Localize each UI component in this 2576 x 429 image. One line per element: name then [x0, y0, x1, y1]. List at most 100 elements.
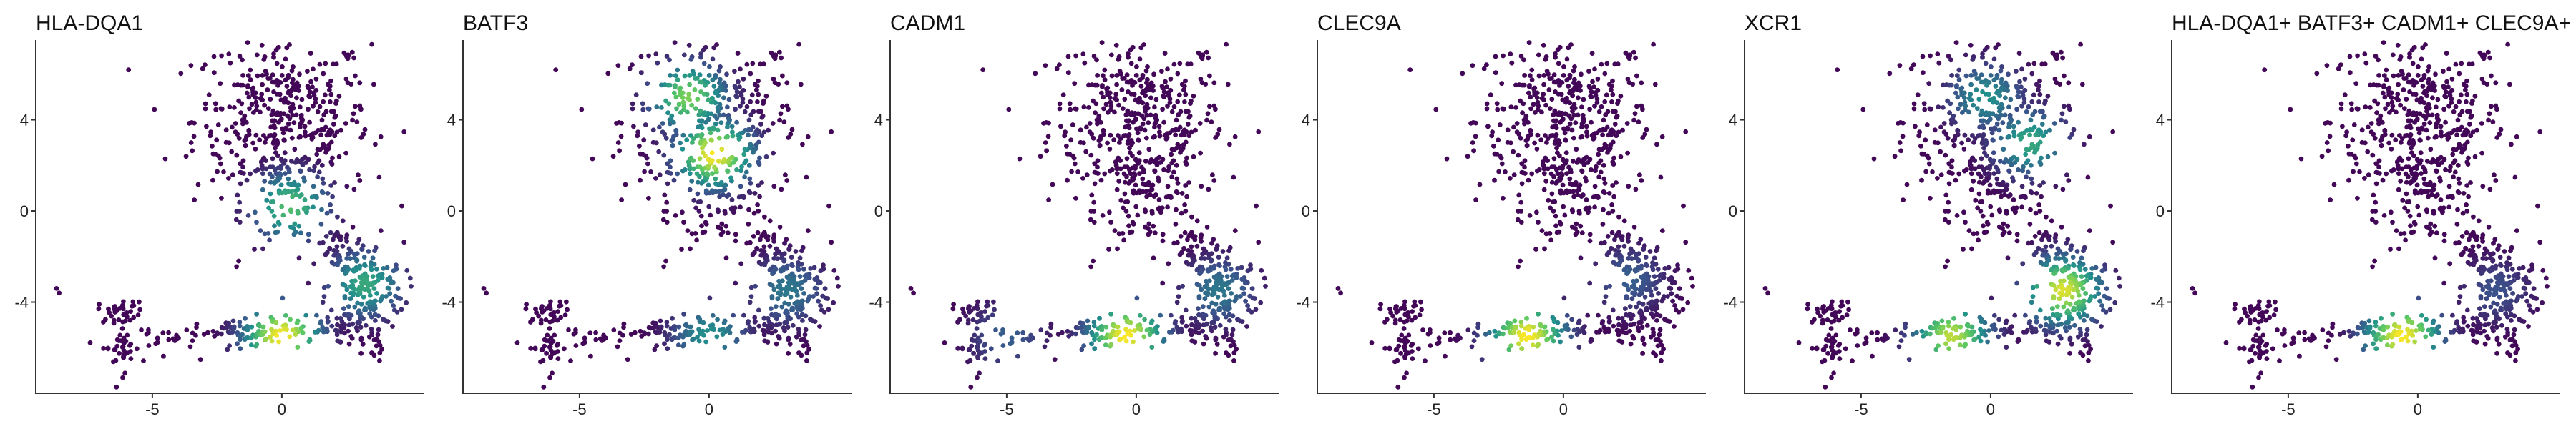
cell-point: [2039, 61, 2045, 67]
cell-point: [1166, 330, 1172, 335]
cell-point: [2006, 134, 2012, 139]
cell-point: [1428, 330, 1433, 335]
cell-point: [691, 72, 696, 77]
cell-point: [1998, 68, 2004, 74]
cell-point: [1990, 326, 1996, 332]
cell-point: [343, 150, 348, 156]
cell-point: [1576, 209, 1582, 214]
cell-point: [1588, 339, 1594, 344]
cell-point: [753, 283, 758, 289]
cell-point: [387, 291, 393, 297]
cell-point: [1114, 82, 1119, 87]
cell-point: [293, 188, 298, 194]
cell-point: [2023, 312, 2028, 318]
cell-point: [543, 317, 549, 322]
cell-point: [1604, 124, 1610, 130]
cell-point: [290, 194, 295, 199]
cell-point: [1142, 127, 1148, 133]
cell-point: [1511, 149, 1516, 154]
cell-point: [773, 311, 779, 317]
cell-point: [1516, 264, 1521, 270]
cell-point: [773, 251, 778, 257]
cell-point: [288, 207, 293, 213]
cell-point: [758, 61, 763, 67]
cell-point: [2041, 133, 2046, 139]
cell-point: [1112, 228, 1118, 233]
cell-point: [763, 94, 769, 99]
cell-point: [1137, 312, 1143, 318]
cell-point: [2089, 317, 2094, 322]
cell-point: [1558, 188, 1563, 194]
axis-lines: [1317, 40, 1706, 394]
cell-point: [1132, 328, 1137, 333]
cell-point: [1971, 231, 1976, 237]
feature-panel-0: HLA-DQA1-5 0-404: [14, 11, 424, 418]
cell-point: [130, 303, 135, 309]
cell-point: [1602, 71, 1608, 77]
cell-point: [2024, 327, 2030, 333]
cell-point: [2076, 311, 2082, 317]
cell-point: [1143, 159, 1148, 164]
cell-point: [195, 182, 201, 187]
cell-point: [1574, 332, 1580, 337]
cell-point: [258, 96, 263, 101]
cell-point: [120, 306, 126, 312]
cell-point: [1983, 91, 1989, 97]
cell-point: [1551, 174, 1556, 179]
cell-point: [1033, 71, 1038, 77]
cell-point: [1863, 335, 1869, 341]
cell-point: [746, 207, 751, 212]
cell-point: [796, 267, 801, 272]
cell-point: [1161, 339, 1166, 344]
cell-point: [789, 255, 794, 260]
cell-point: [2072, 263, 2077, 268]
cell-point: [2084, 273, 2089, 279]
cell-point: [778, 111, 784, 117]
cell-point: [558, 315, 564, 320]
cell-point: [1101, 94, 1106, 100]
cell-point: [287, 334, 293, 340]
cell-point: [696, 338, 702, 344]
cell-point: [1153, 117, 1159, 123]
cell-point: [1187, 327, 1193, 333]
cell-point: [1963, 73, 1969, 79]
cell-point: [2014, 85, 2020, 91]
cell-point: [314, 312, 319, 318]
cell-point: [1496, 137, 1501, 143]
cell-point: [2025, 169, 2031, 175]
cell-point: [97, 302, 102, 307]
cell-point: [1471, 148, 1477, 154]
cell-point: [1600, 132, 1606, 138]
cell-point: [773, 304, 779, 310]
cell-point: [1532, 85, 1538, 91]
cell-point: [258, 109, 263, 115]
cell-point: [1556, 61, 1561, 66]
cell-point: [350, 321, 356, 327]
cell-point: [1206, 304, 1212, 310]
cell-point: [218, 81, 223, 87]
cell-point: [676, 324, 682, 330]
cell-point: [1469, 344, 1475, 350]
cell-point: [988, 346, 994, 352]
cell-point: [223, 127, 229, 133]
cell-point: [680, 147, 686, 152]
cell-point: [2005, 255, 2011, 261]
cell-point: [2110, 129, 2116, 134]
cell-point: [1199, 56, 1205, 61]
cell-point: [1667, 285, 1672, 291]
cell-point: [249, 102, 255, 107]
cell-point: [1145, 64, 1150, 69]
cell-point: [1083, 149, 1089, 154]
cell-point: [638, 54, 644, 59]
cell-point: [790, 263, 795, 268]
cell-point: [1606, 326, 1611, 332]
cell-point: [1670, 298, 1676, 304]
cell-point: [1917, 129, 1923, 135]
cell-point: [754, 87, 759, 93]
cell-point: [1207, 73, 1212, 79]
cell-point: [753, 142, 759, 148]
cell-point: [315, 109, 321, 114]
cell-point: [1624, 294, 1629, 299]
cell-point: [761, 244, 767, 250]
cell-point: [1690, 284, 1695, 289]
